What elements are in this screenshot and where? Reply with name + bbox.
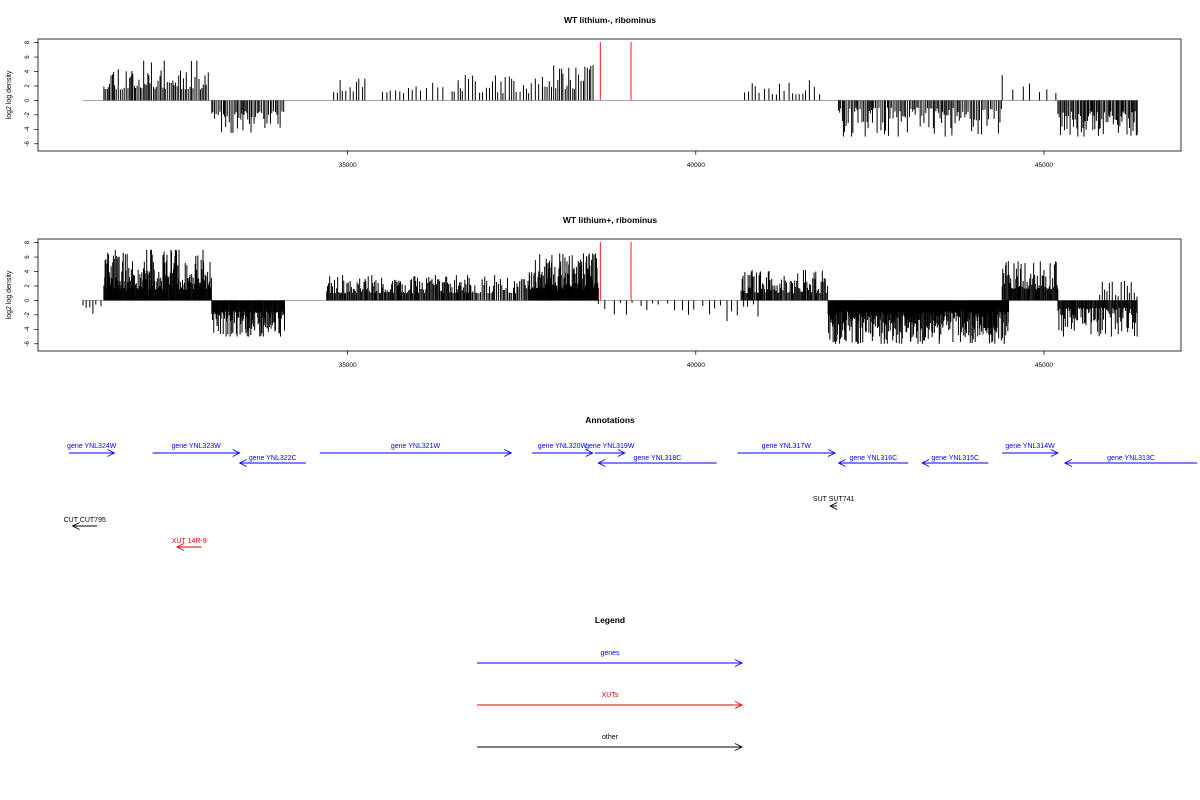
y-tick-label: -4 — [25, 326, 31, 332]
legend-label: genes — [600, 650, 620, 657]
y-tick-label: 0 — [25, 98, 31, 102]
panel-title: WT lithium+, ribominus — [563, 215, 657, 225]
y-axis-label: log2 log density — [6, 270, 13, 319]
arrow-head — [617, 449, 626, 457]
feature-label: gene YNL319W — [585, 443, 635, 450]
feature-label: gene YNL324W — [67, 443, 117, 450]
feature-label: XUT 14R-9 — [172, 538, 207, 545]
feature-label: gene YNL320W — [538, 443, 588, 450]
legend-item: genes — [477, 650, 744, 667]
feature-arrow: CUT CUT795 — [64, 517, 106, 530]
legend-item: other — [477, 734, 744, 751]
feature-label: gene YNL313C — [1107, 455, 1155, 462]
y-tick-label: -6 — [25, 340, 31, 346]
x-tick-label: 35000 — [339, 362, 357, 369]
feature-arrow: gene YNL323W — [152, 443, 241, 457]
y-tick-label: 4 — [25, 69, 31, 73]
legend-arrow-head — [734, 701, 744, 709]
x-tick-label: 45000 — [1035, 362, 1053, 369]
feature-arrow: gene YNL316C — [837, 455, 909, 467]
y-tick-label: 6 — [25, 55, 31, 59]
coverage-bars — [82, 242, 1138, 344]
legend-item: XUTs — [477, 692, 744, 709]
x-axis: 35000 40000 45000 — [339, 351, 1053, 369]
legend-items: genes XUTs other — [477, 650, 744, 751]
feature-arrow: gene YNL322C — [238, 455, 306, 467]
y-tick-label: -6 — [25, 140, 31, 146]
feature-arrow: XUT 14R-9 — [172, 538, 207, 551]
y-tick-label: -2 — [25, 112, 31, 118]
y-tick-label: 4 — [25, 269, 31, 273]
feature-arrow: gene YNL320W — [532, 443, 594, 457]
legend-label: other — [602, 734, 619, 741]
y-tick-label: -4 — [25, 126, 31, 132]
panel-title: WT lithium-, ribominus — [564, 15, 656, 25]
y-tick-label: 2 — [25, 284, 31, 288]
feature-arrow: SUT SUT741 — [813, 496, 855, 510]
feature-label: gene YNL321W — [391, 443, 441, 450]
y-tick-label: 8 — [25, 40, 31, 44]
arrow-head — [829, 502, 838, 510]
arrow-head — [176, 543, 185, 551]
arrow-head — [1050, 449, 1059, 457]
feature-arrow: gene YNL319W — [585, 443, 635, 457]
arrow-head — [504, 449, 513, 457]
arrow-head — [232, 449, 241, 457]
y-tick-label: 8 — [25, 240, 31, 244]
feature-label: CUT CUT795 — [64, 517, 106, 524]
feature-arrow: gene YNL314W — [1002, 443, 1059, 457]
arrow-head — [71, 522, 80, 530]
arrow-head — [585, 449, 594, 457]
y-tick-label: 6 — [25, 255, 31, 259]
arrow-head — [837, 459, 846, 467]
plot-frame — [37, 238, 1182, 352]
x-tick-label: 35000 — [339, 162, 357, 169]
y-axis: 8 6 4 2 0 -2 -4 -6 — [25, 240, 38, 346]
feature-label: gene YNL315C — [931, 455, 979, 462]
legend-label: XUTs — [602, 692, 619, 699]
y-tick-label: 2 — [25, 84, 31, 88]
feature-label: gene YNL323W — [172, 443, 222, 450]
feature-arrow: gene YNL317W — [737, 443, 837, 457]
track-panel-lithium-minus: WT lithium-, ribominus log2 log density … — [6, 15, 1182, 169]
arrow-head — [597, 459, 606, 467]
y-axis-label: log2 log density — [6, 70, 13, 119]
feature-arrow: gene YNL313C — [1063, 455, 1198, 467]
feature-arrows: gene YNL324W gene YNL323W gene YNL322C gene… — [64, 443, 1198, 551]
x-tick-label: 45000 — [1035, 162, 1053, 169]
feature-arrow: gene YNL318C — [597, 455, 717, 467]
annotations-title: Annotations — [585, 415, 635, 425]
feature-label: gene YNL318C — [634, 455, 682, 462]
coverage-bars — [83, 42, 1138, 137]
legend-panel: Legend genes XUTs other — [477, 615, 744, 751]
feature-arrow: gene YNL321W — [319, 443, 513, 457]
feature-arrow: gene YNL324W — [67, 443, 117, 457]
plot-frame — [37, 38, 1182, 152]
feature-label: gene YNL322C — [249, 455, 297, 462]
arrow-head — [827, 449, 837, 457]
arrow-head — [238, 459, 247, 467]
legend-title: Legend — [595, 615, 625, 625]
feature-label: SUT SUT741 — [813, 496, 855, 503]
feature-label: gene YNL316C — [850, 455, 898, 462]
annotations-panel: Annotations gene YNL324W gene YNL323Wgene… — [64, 415, 1198, 551]
track-panel-lithium-plus: WT lithium+, ribominus log2 log density … — [6, 215, 1182, 369]
y-axis: 8 6 4 2 0 -2 -4 -6 — [25, 40, 38, 146]
feature-arrow: gene YNL315C — [921, 455, 989, 467]
y-tick-label: -2 — [25, 312, 31, 318]
y-tick-label: 0 — [25, 298, 31, 302]
legend-arrow-head — [734, 659, 744, 667]
x-tick-label: 40000 — [687, 362, 705, 369]
legend-arrow-head — [734, 743, 744, 751]
arrow-head — [107, 449, 116, 457]
x-tick-label: 40000 — [687, 162, 705, 169]
arrow-head — [1063, 459, 1073, 467]
feature-label: gene YNL314W — [1005, 443, 1055, 450]
x-axis: 35000 40000 45000 — [339, 151, 1053, 169]
feature-label: gene YNL317W — [762, 443, 812, 450]
arrow-head — [921, 459, 930, 467]
